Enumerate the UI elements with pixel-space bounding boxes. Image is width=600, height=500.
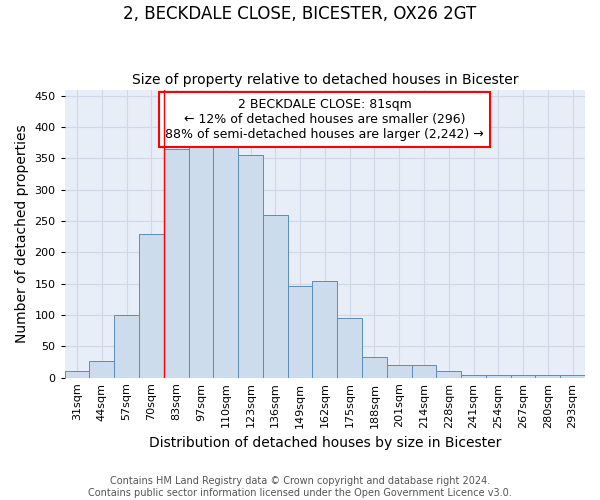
Bar	[461, 374, 486, 378]
Bar	[337, 318, 362, 378]
Bar	[535, 374, 560, 378]
Text: Contains HM Land Registry data © Crown copyright and database right 2024.
Contai: Contains HM Land Registry data © Crown c…	[88, 476, 512, 498]
Bar	[89, 362, 114, 378]
Text: 2, BECKDALE CLOSE, BICESTER, OX26 2GT: 2, BECKDALE CLOSE, BICESTER, OX26 2GT	[124, 5, 476, 23]
X-axis label: Distribution of detached houses by size in Bicester: Distribution of detached houses by size …	[149, 436, 501, 450]
Bar	[263, 215, 287, 378]
Title: Size of property relative to detached houses in Bicester: Size of property relative to detached ho…	[131, 73, 518, 87]
Bar	[412, 364, 436, 378]
Bar	[164, 149, 188, 378]
Bar	[313, 280, 337, 378]
Bar	[436, 372, 461, 378]
Bar	[214, 143, 238, 378]
Bar	[188, 144, 214, 378]
Text: 2 BECKDALE CLOSE: 81sqm
← 12% of detached houses are smaller (296)
88% of semi-d: 2 BECKDALE CLOSE: 81sqm ← 12% of detache…	[166, 98, 484, 141]
Bar	[486, 374, 511, 378]
Bar	[114, 315, 139, 378]
Bar	[139, 234, 164, 378]
Bar	[560, 375, 585, 378]
Bar	[387, 364, 412, 378]
Bar	[287, 286, 313, 378]
Bar	[362, 357, 387, 378]
Y-axis label: Number of detached properties: Number of detached properties	[15, 124, 29, 343]
Bar	[65, 372, 89, 378]
Bar	[238, 156, 263, 378]
Bar	[511, 374, 535, 378]
